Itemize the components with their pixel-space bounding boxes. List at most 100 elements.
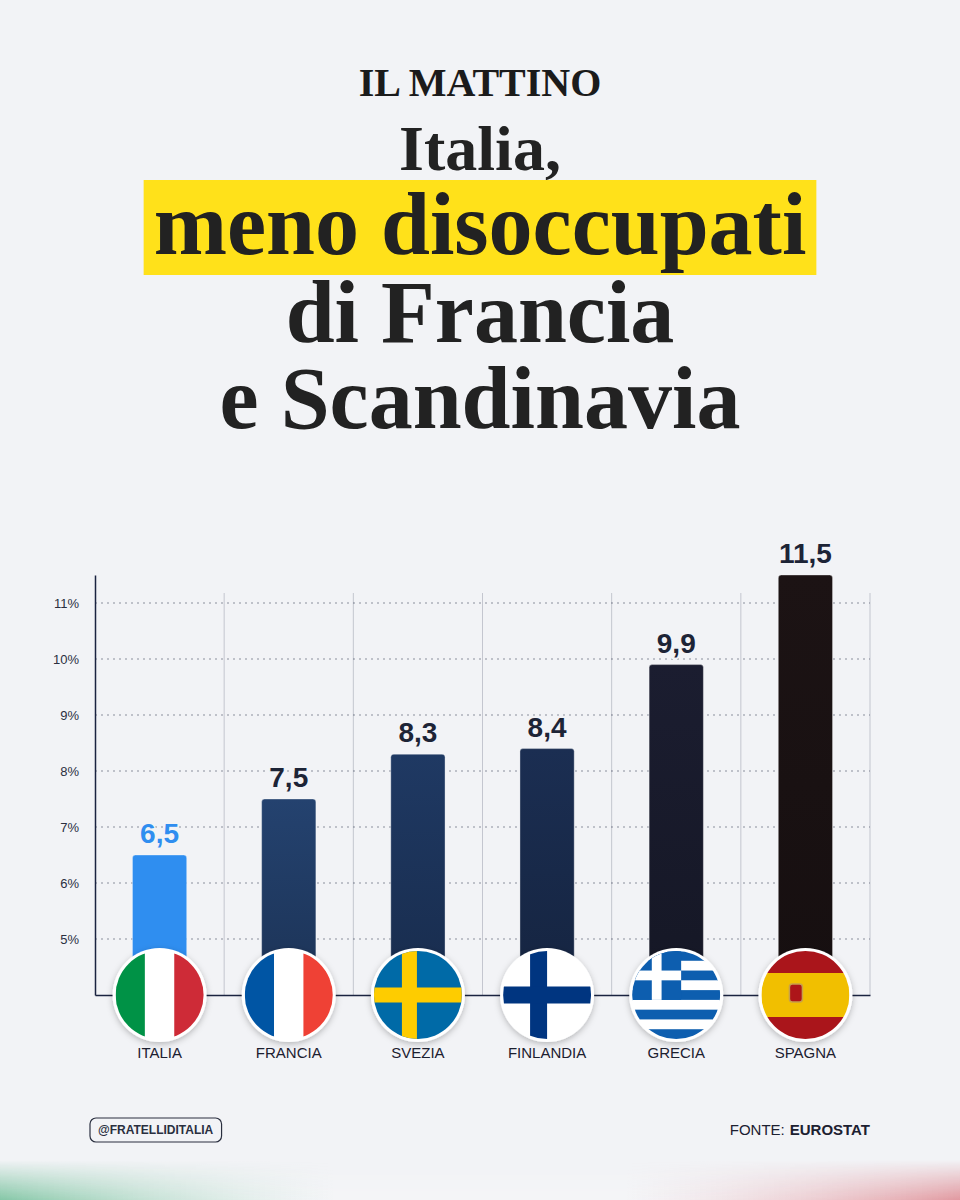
flag-part — [632, 1000, 720, 1010]
x-tick-label: SVEZIA — [391, 1044, 444, 1061]
flag — [371, 948, 465, 1042]
y-axis-line — [95, 576, 97, 996]
x-tick-label: SPAGNA — [775, 1044, 836, 1061]
flag-part — [761, 1017, 849, 1039]
x-tick: FRANCIA — [256, 1044, 322, 1061]
x-tick: SVEZIA — [391, 1044, 444, 1061]
y-tick: 8% — [60, 764, 95, 779]
category-divider — [224, 593, 225, 995]
title-line: meno disoccupati — [154, 176, 807, 273]
bars — [132, 575, 832, 995]
credit-box — [90, 1118, 222, 1142]
flag-part — [632, 971, 720, 981]
y-tick: 6% — [60, 876, 95, 891]
flag — [242, 948, 336, 1042]
x-tick: GRECIA — [647, 1044, 705, 1061]
data-labels: 6,5 7,5 8,3 8,4 9,9 11,5 — [140, 538, 832, 849]
y-tick-label: 7% — [60, 820, 79, 835]
data-label: 6,5 — [140, 818, 179, 849]
source-name: EUROSTAT — [790, 1121, 870, 1138]
y-tick-label: 5% — [60, 932, 79, 947]
y-tick: 5% — [60, 932, 95, 947]
flag-face — [761, 951, 849, 1039]
data-label: 7,5 — [269, 762, 308, 793]
x-tick-label: GRECIA — [647, 1044, 705, 1061]
data-label: 8,4 — [528, 712, 567, 743]
category-divider — [870, 593, 871, 995]
chart-svg: IL MATTINO Italia,meno disoccupatidi Fran… — [0, 0, 960, 1200]
bar — [778, 575, 832, 995]
flag-ring — [629, 948, 723, 1042]
x-tick-label: FINLANDIA — [508, 1044, 586, 1061]
flag-part — [374, 951, 462, 1039]
y-tick: 9% — [60, 708, 95, 723]
y-tick-label: 10% — [53, 652, 79, 667]
y-tick: 10% — [53, 652, 95, 667]
bar — [649, 665, 703, 995]
flag-ring — [113, 948, 207, 1042]
source: FONTE: EUROSTAT — [730, 1121, 870, 1138]
flag-part — [632, 1010, 720, 1020]
background — [0, 0, 960, 1200]
y-axis: 5% 6% 7% 8% 9% 10% 11% — [53, 576, 96, 996]
x-axis-line — [96, 995, 871, 997]
flag-ring — [758, 948, 852, 1042]
x-axis: ITALIA FRANCIA SVEZIA FINLANDIA GRECIA SPAGNA — [96, 996, 871, 1061]
flag — [629, 948, 723, 1042]
flag-part — [145, 951, 174, 1039]
chart-container: IL MATTINO Italia,meno disoccupatidi Fran… — [0, 0, 960, 1200]
y-tick-label: 8% — [60, 764, 79, 779]
flag-part — [174, 951, 204, 1039]
flag-ring — [500, 948, 594, 1042]
y-tick-label: 11% — [54, 596, 79, 611]
x-tick: ITALIA — [137, 1044, 182, 1061]
x-tick: SPAGNA — [775, 1044, 836, 1061]
title-line: e Scandinavia — [220, 350, 741, 447]
credit-text: @FRATELLIDITALIA — [98, 1123, 214, 1137]
flag-part — [245, 951, 274, 1039]
flag-part — [632, 971, 681, 981]
y-tick: 7% — [60, 820, 95, 835]
flag-face — [374, 951, 462, 1039]
flag-part — [274, 951, 303, 1039]
flag-part — [761, 973, 849, 1017]
flag-part — [632, 1019, 720, 1029]
credit: @FRATELLIDITALIA — [90, 1118, 222, 1142]
x-tick-label: FRANCIA — [256, 1044, 322, 1061]
category-dividers — [224, 593, 870, 995]
flag-part — [789, 984, 802, 1002]
tricolour-strip — [0, 1160, 960, 1200]
flag — [758, 948, 852, 1042]
y-tick-label: 9% — [60, 708, 79, 723]
source-label: FONTE: — [730, 1121, 785, 1138]
category-divider — [611, 593, 612, 995]
flag-ring — [371, 948, 465, 1042]
flag-part — [503, 951, 591, 1039]
category-divider — [482, 593, 483, 995]
y-tick-label: 6% — [60, 876, 79, 891]
title-line: di Francia — [286, 264, 675, 361]
flag-face — [632, 951, 720, 1040]
data-label: 8,3 — [398, 717, 437, 748]
flag-ring — [242, 948, 336, 1042]
flag-face — [503, 951, 591, 1039]
data-label: 9,9 — [657, 628, 696, 659]
flag-part — [761, 951, 849, 973]
flag-part — [503, 987, 591, 1004]
flag — [500, 948, 594, 1042]
flag-face — [245, 951, 334, 1039]
x-tick: FINLANDIA — [508, 1044, 586, 1061]
flags — [113, 948, 853, 1042]
title-group: Italia,meno disoccupatidi Franciae Scand… — [144, 113, 817, 447]
flag — [113, 948, 207, 1042]
flag-part — [374, 988, 462, 1003]
flag-part — [303, 951, 333, 1039]
publisher-logo: IL MATTINO — [359, 60, 602, 105]
flag-part — [116, 951, 145, 1039]
x-tick-label: ITALIA — [137, 1044, 182, 1061]
data-label: 11,5 — [779, 538, 832, 569]
category-divider — [353, 593, 354, 995]
category-divider — [740, 593, 741, 995]
flag-part — [632, 1029, 720, 1039]
title-line: Italia, — [399, 113, 561, 184]
